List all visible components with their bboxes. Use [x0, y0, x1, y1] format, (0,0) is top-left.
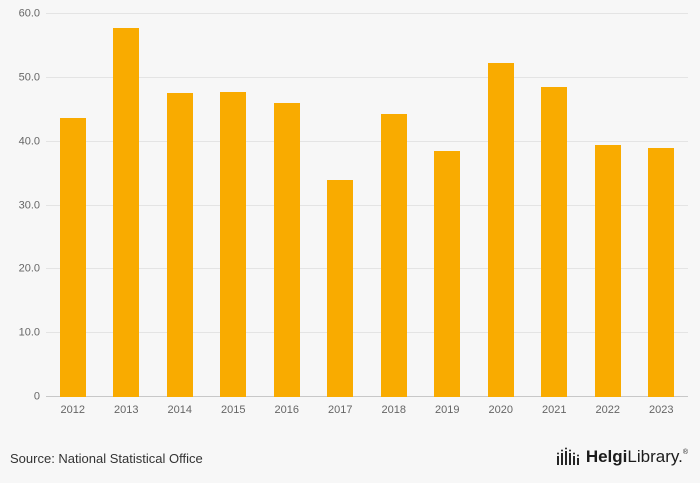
y-tick-label: 60.0 [18, 7, 40, 20]
x-tick-label: 2017 [328, 404, 353, 416]
plot-columns: 2012 2013 2014 2015 2016 2017 2018 2019 2020 2021… [46, 14, 689, 416]
gridline [46, 204, 688, 206]
gridline [46, 76, 688, 78]
y-tick-label: 50.0 [18, 71, 40, 84]
bar-column: 2017 [314, 14, 368, 416]
bar-column: 2014 [153, 14, 207, 416]
bar-column: 2019 [421, 14, 475, 416]
bar-column: 2022 [581, 14, 635, 416]
helgi-library-logo: HelgiLibrary.® [556, 447, 688, 467]
bar-column: 2012 [46, 14, 100, 416]
y-tick-label: 30.0 [18, 199, 40, 211]
x-tick-label: 2021 [542, 404, 567, 416]
x-tick-label: 2022 [595, 404, 620, 416]
gridline [46, 268, 688, 270]
bar-column: 2015 [207, 14, 261, 416]
bar-column: 2023 [635, 14, 689, 416]
gridline [46, 140, 688, 142]
y-axis-labels: 0 10.0 20.0 30.0 40.0 50.0 60.0 [6, 8, 40, 402]
bar-column: 2013 [100, 14, 154, 416]
bar-2021 [541, 87, 568, 397]
gridline [46, 332, 688, 334]
x-tick-label: 2018 [381, 404, 406, 416]
bar-2017 [327, 179, 354, 397]
x-tick-label: 2016 [274, 404, 299, 416]
bar-2016 [273, 103, 300, 397]
bar-2013 [113, 28, 140, 397]
logo-text: HelgiLibrary.® [586, 447, 688, 467]
bar-2020 [487, 62, 514, 397]
y-tick-label: 20.0 [18, 262, 40, 275]
bar-column: 2021 [528, 14, 582, 416]
bar-2022 [594, 144, 621, 397]
bar-chart: 0 10.0 20.0 30.0 40.0 50.0 60.0 2012 2013 2014 20… [19, 8, 689, 416]
footer: Source: National Statistical Office [0, 437, 700, 483]
logo-text-library: Library [627, 447, 679, 466]
x-tick-label: 2020 [488, 404, 513, 416]
x-tick-label: 2013 [114, 404, 139, 416]
x-axis-line [46, 396, 688, 397]
y-tick-label: 0 [33, 390, 40, 403]
x-tick-label: 2012 [60, 404, 85, 416]
logo-text-period: . [678, 447, 683, 466]
gridline [46, 13, 688, 14]
x-tick-label: 2015 [221, 404, 246, 416]
logo-text-helgi: Helgi [585, 447, 628, 466]
bar-column: 2020 [474, 14, 528, 416]
bar-2014 [166, 92, 193, 397]
helgi-logo-bridge-icon [556, 447, 579, 465]
bar-2018 [380, 114, 407, 397]
bar-column: 2018 [367, 14, 421, 416]
bar-2023 [648, 148, 675, 397]
bar-2019 [434, 151, 461, 397]
y-tick-label: 40.0 [18, 135, 40, 148]
registered-mark: ® [682, 449, 688, 456]
bar-2012 [59, 118, 86, 397]
plot-area: 0 10.0 20.0 30.0 40.0 50.0 60.0 2012 2013 2014 20… [19, 8, 689, 416]
source-note: Source: National Statistical Office [10, 451, 203, 466]
x-tick-label: 2019 [435, 404, 460, 416]
y-tick-label: 10.0 [18, 326, 40, 339]
x-tick-label: 2014 [167, 404, 192, 416]
x-tick-label: 2023 [649, 404, 674, 416]
bar-column: 2016 [260, 14, 314, 416]
bar-2015 [220, 91, 247, 397]
